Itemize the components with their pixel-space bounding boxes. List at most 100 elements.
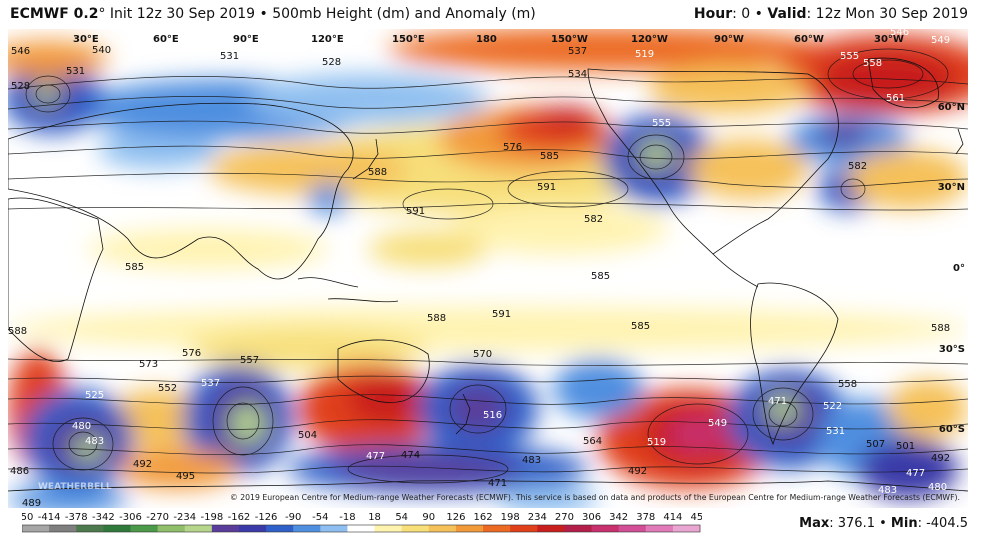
contour-label: 588 (427, 313, 446, 324)
colorbar-swatch (238, 525, 267, 532)
contour-label: 561 (886, 93, 905, 104)
colorbar-tick-label: -342 (92, 512, 115, 523)
contour-label: 471 (488, 478, 507, 489)
colorbar-swatch (564, 525, 593, 532)
hour-label: Hour (693, 6, 733, 22)
valid-value: : 12z Mon 30 Sep 2019 (806, 6, 968, 22)
contour-label: 516 (483, 410, 502, 421)
colorbar-tick-label: -234 (173, 512, 196, 523)
contour-label: 564 (583, 436, 602, 447)
contour-label: 591 (406, 206, 425, 217)
contour-label: 477 (906, 468, 925, 479)
contour-label: 492 (628, 466, 647, 477)
colorbar-tick-label: 342 (609, 512, 628, 523)
colorbar-tick-label: -198 (200, 512, 223, 523)
colorbar-tick-label: -126 (255, 512, 278, 523)
landmass-indonesia (297, 277, 399, 303)
contour-label: 546 (890, 29, 909, 38)
colorbar-swatch (347, 525, 376, 532)
colorbar-swatch (537, 525, 565, 532)
model-name: ECMWF 0.2 (10, 6, 99, 22)
contour-label: 582 (848, 161, 867, 172)
colorbar-swatch (76, 525, 104, 532)
contour-label: 585 (591, 271, 610, 282)
map-title: ECMWF 0.2° Init 12z 30 Sep 2019 • 500mb … (10, 6, 536, 22)
colorbar-swatch (22, 525, 50, 532)
coastlines (8, 57, 968, 492)
contour-labels-light: 519 555 558 561 555 549 546 537 525 483 … (72, 29, 950, 496)
landmass-new-zealand (455, 393, 471, 435)
contour-label: 531 (66, 66, 85, 77)
contour-label: 591 (537, 182, 556, 193)
colorbar-tick-label: 90 (422, 512, 435, 523)
contour-label: 582 (584, 214, 603, 225)
colorbar-tick-label: 270 (555, 512, 574, 523)
contour-label: 591 (492, 309, 511, 320)
landmass-australia (337, 339, 430, 403)
contour-label: 558 (838, 379, 857, 390)
init-description: Init 12z 30 Sep 2019 • 500mb Height (dm)… (105, 6, 536, 22)
contour-label: 549 (931, 35, 950, 46)
contour-label: 525 (85, 390, 104, 401)
contour-label: 501 (896, 441, 915, 452)
colorbar-tick-label: 54 (395, 512, 408, 523)
landmass-south-america (750, 282, 839, 446)
min-label: Min (890, 516, 918, 531)
colorbar-tick-label: 414 (663, 512, 682, 523)
contour-label: 585 (631, 321, 650, 332)
contour-label: 507 (866, 439, 885, 450)
contour-label: 558 (863, 58, 882, 69)
contour-label: 531 (220, 51, 239, 62)
colorbar-swatch (591, 525, 620, 532)
colorbar-tick-label: 378 (636, 512, 655, 523)
colorbar-tick-label: -270 (146, 512, 169, 523)
lat-label: 60°N (938, 102, 965, 113)
hour-value: : 0 • (732, 6, 768, 22)
colorbar-swatch (645, 525, 674, 532)
lat-label: 60°S (939, 424, 965, 435)
lon-label: 180 (476, 34, 497, 45)
min-value: : -404.5 (917, 516, 968, 531)
contour-label: 534 (568, 69, 587, 80)
colorbar-swatch (320, 525, 348, 532)
landmass-central-america (712, 253, 759, 288)
colorbar-tick-label: -450 (22, 512, 33, 523)
contour-label: 483 (85, 436, 104, 447)
landmass-japan (352, 138, 379, 180)
colorbar-swatch (293, 525, 321, 532)
landmass-africa (8, 197, 104, 362)
contour-label: 549 (708, 418, 727, 429)
contour-label: 483 (522, 455, 541, 466)
colorbar-swatch (211, 525, 240, 532)
colorbar-swatch (455, 525, 484, 532)
anomaly-shading (8, 29, 968, 508)
contour-label: 519 (647, 437, 666, 448)
contour-label: 489 (22, 498, 41, 508)
watermark-logo: WEATHERBELL (38, 482, 112, 492)
colorbar-swatch (49, 525, 77, 532)
map-canvas: 30°E 60°E 90°E 120°E 150°E 180 150°W 120… (8, 29, 968, 508)
contour-label: 555 (652, 118, 671, 129)
colorbar-tick-label: -54 (312, 512, 328, 523)
colorbar-canvas: -450 -414 -378 -342 -306 -270 -234 -198 -162 -126… (11, 512, 710, 533)
colorbar-tick-label: 126 (446, 512, 465, 523)
colorbar-swatch (672, 525, 701, 532)
contour-label: 519 (635, 49, 654, 60)
colorbar-swatch (184, 525, 213, 532)
contour-label: 480 (928, 482, 947, 493)
contour-label: 585 (125, 262, 144, 273)
lon-label: 30°W (874, 34, 904, 45)
colorbar-swatch (510, 525, 538, 532)
lon-label: 150°E (392, 34, 425, 45)
valid-label: Valid (767, 6, 807, 22)
landmass-greenland (867, 57, 939, 108)
colorbar: -450 -414 -378 -342 -306 -270 -234 -198 -162 -126… (11, 508, 710, 546)
colorbar-tick-label: -18 (339, 512, 355, 523)
colorbar-tick-label: 234 (528, 512, 547, 523)
colorbar-tick-label: 306 (582, 512, 601, 523)
contour-label: 495 (176, 471, 195, 482)
contour-label: 471 (768, 396, 787, 407)
colorbar-swatch (266, 525, 294, 532)
contour-label: 588 (8, 326, 27, 337)
colorbar-border (21, 524, 701, 533)
